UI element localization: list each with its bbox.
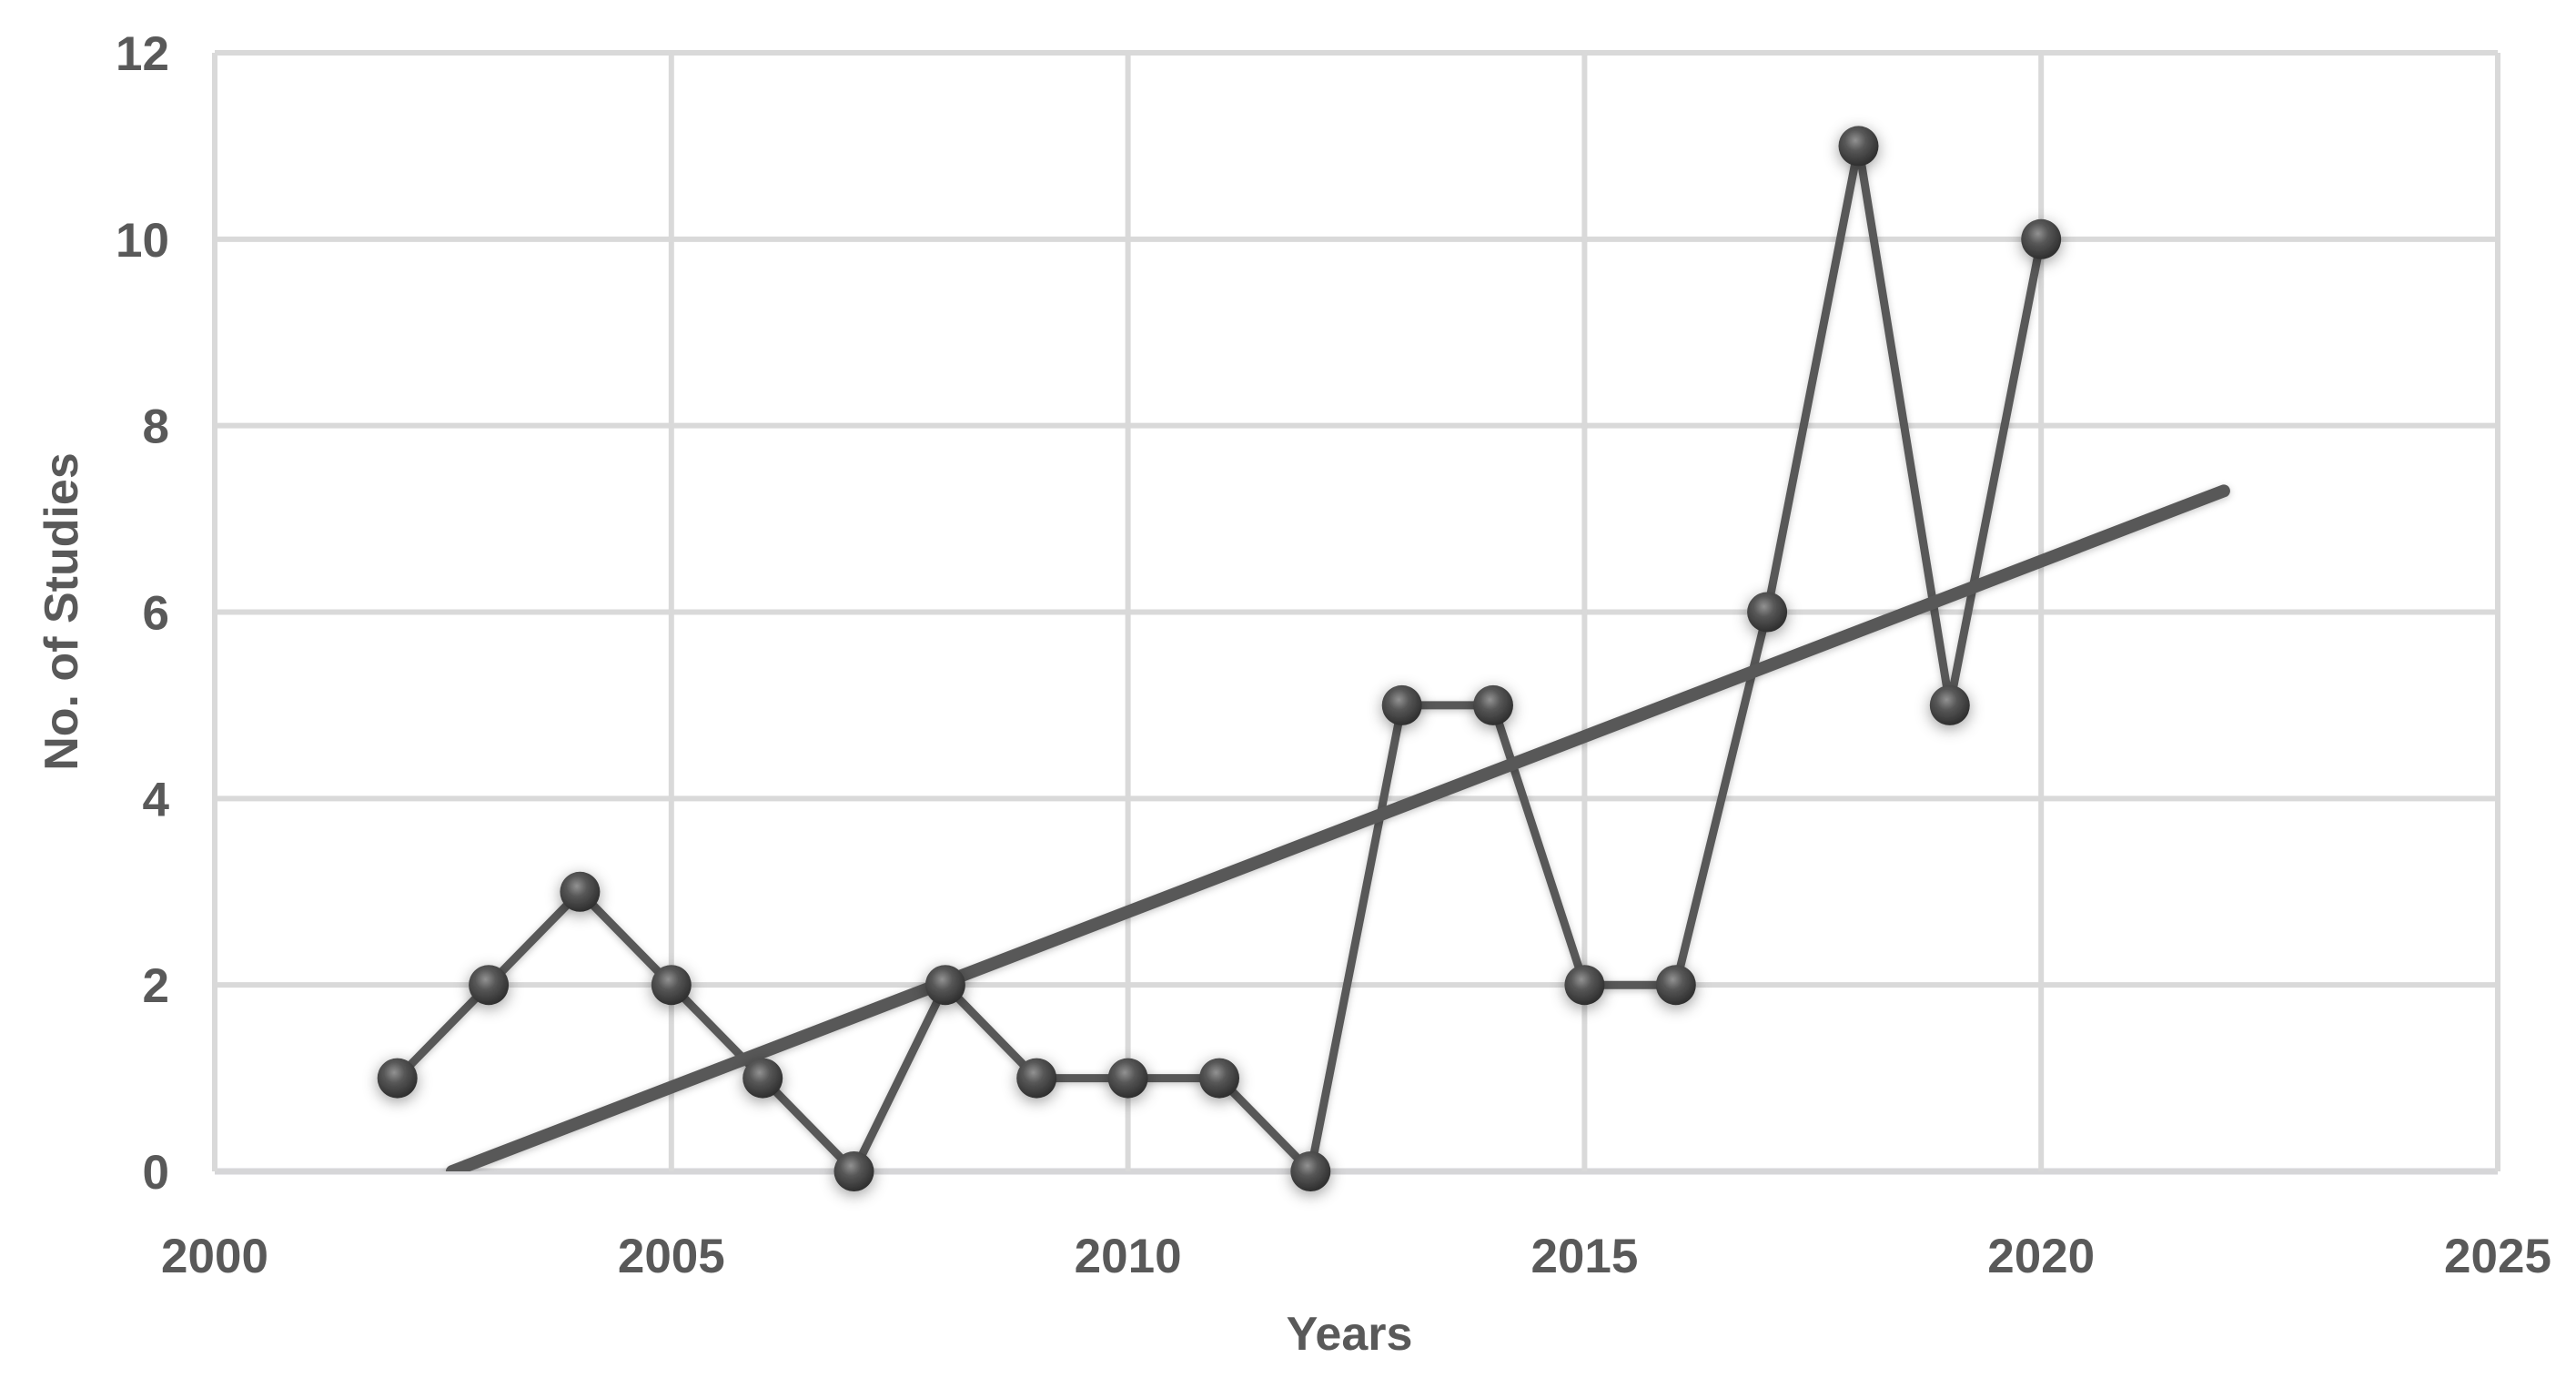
x-tick-label: 2000 (161, 1230, 268, 1283)
y-tick-label: 4 (143, 773, 170, 826)
trendline-line (445, 484, 2230, 1171)
y-axis-title: No. of Studies (35, 452, 88, 771)
data-point-marker (651, 965, 692, 1006)
x-tick-label: 2015 (1530, 1230, 1638, 1283)
data-point-marker (924, 965, 965, 1006)
y-tick-label: 8 (143, 400, 169, 454)
data-point-marker (742, 1058, 783, 1099)
data-point-marker (1838, 126, 1879, 167)
data-point-marker (1290, 1151, 1331, 1191)
y-tick-label: 12 (116, 27, 169, 81)
y-tick-label: 0 (143, 1146, 169, 1200)
data-point-marker (469, 965, 510, 1006)
y-tick-label: 2 (143, 959, 169, 1013)
x-tick-label: 2020 (1987, 1230, 2095, 1283)
y-axis-tick-labels: 0 2 4 6 8 10 12 (116, 27, 169, 1200)
data-point-marker (833, 1151, 874, 1191)
gridlines (212, 50, 2500, 1175)
data-point-markers (377, 126, 2062, 1191)
x-tick-label: 2010 (1075, 1230, 1182, 1283)
data-point-marker (1655, 965, 1696, 1006)
data-point-marker (1107, 1058, 1148, 1099)
data-point-marker (1199, 1058, 1239, 1099)
x-axis-tick-labels: 2000 2005 2010 2015 2020 2025 (161, 1230, 2551, 1283)
data-point-marker (1564, 965, 1605, 1006)
data-point-marker (1473, 684, 1513, 725)
y-tick-label: 10 (116, 214, 169, 268)
data-point-marker (2021, 218, 2062, 259)
x-axis-title: Years (1287, 1308, 1413, 1361)
x-tick-label: 2005 (618, 1230, 725, 1283)
data-point-marker (1016, 1058, 1057, 1099)
data-point-marker (1381, 684, 1422, 725)
x-tick-label: 2025 (2444, 1230, 2551, 1283)
data-point-marker (1747, 592, 1788, 633)
data-point-marker (1929, 684, 1970, 725)
trendline (445, 484, 2230, 1171)
y-tick-label: 6 (143, 587, 169, 641)
data-point-marker (560, 871, 601, 912)
data-point-marker (377, 1058, 418, 1099)
